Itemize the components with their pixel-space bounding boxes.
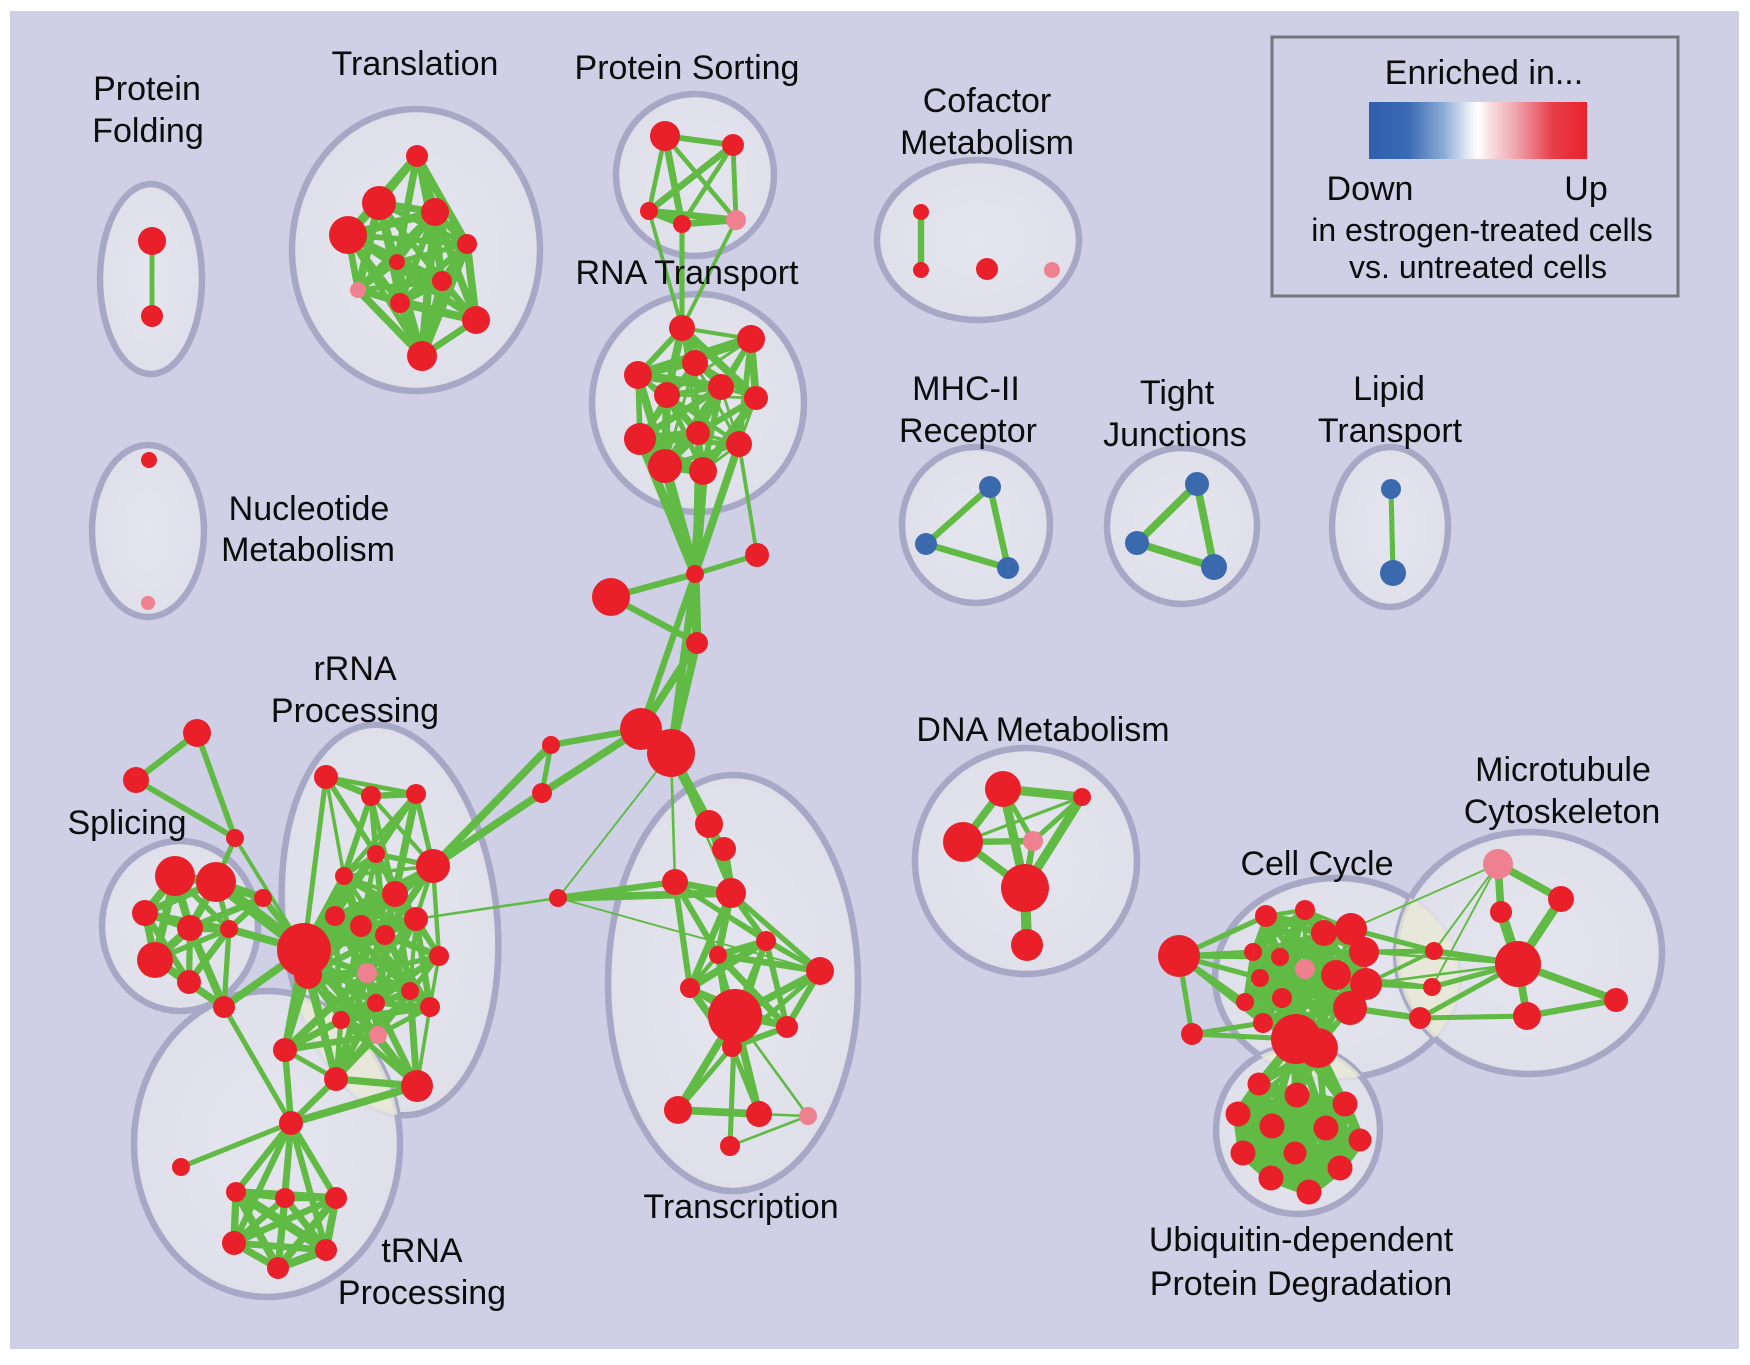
svg-text:Down: Down: [1327, 170, 1414, 208]
svg-text:Metabolism: Metabolism: [900, 124, 1074, 162]
svg-text:Nucleotide: Nucleotide: [229, 490, 390, 528]
svg-text:Transport: Transport: [1318, 412, 1463, 450]
svg-text:MHC-II: MHC-II: [912, 370, 1020, 408]
svg-text:rRNA: rRNA: [313, 650, 396, 688]
svg-text:Cofactor: Cofactor: [923, 82, 1052, 120]
svg-text:Lipid: Lipid: [1353, 370, 1425, 408]
svg-text:Transcription: Transcription: [643, 1188, 838, 1226]
svg-text:Ubiquitin-dependent: Ubiquitin-dependent: [1149, 1221, 1454, 1259]
svg-text:Processing: Processing: [338, 1274, 506, 1312]
svg-text:Protein Degradation: Protein Degradation: [1150, 1265, 1452, 1303]
svg-text:DNA Metabolism: DNA Metabolism: [916, 711, 1169, 749]
svg-text:RNA Transport: RNA Transport: [576, 254, 800, 292]
svg-text:Tight: Tight: [1140, 374, 1215, 412]
svg-text:Enriched in...: Enriched in...: [1385, 54, 1583, 92]
svg-text:Translation: Translation: [332, 45, 499, 83]
svg-text:Cytoskeleton: Cytoskeleton: [1464, 793, 1661, 831]
svg-text:Microtubule: Microtubule: [1475, 751, 1651, 789]
svg-text:Folding: Folding: [92, 112, 204, 150]
svg-text:tRNA: tRNA: [381, 1232, 463, 1270]
svg-text:Splicing: Splicing: [67, 804, 186, 842]
svg-text:vs. untreated cells: vs. untreated cells: [1349, 249, 1607, 285]
svg-text:Junctions: Junctions: [1103, 416, 1247, 454]
svg-text:Processing: Processing: [271, 692, 439, 730]
svg-text:Protein Sorting: Protein Sorting: [575, 49, 800, 87]
svg-text:Cell Cycle: Cell Cycle: [1240, 845, 1393, 883]
svg-text:Metabolism: Metabolism: [221, 531, 395, 569]
svg-text:Up: Up: [1564, 170, 1607, 208]
svg-text:in estrogen-treated cells: in estrogen-treated cells: [1311, 212, 1653, 248]
svg-text:Receptor: Receptor: [899, 412, 1037, 450]
svg-text:Protein: Protein: [93, 70, 201, 108]
